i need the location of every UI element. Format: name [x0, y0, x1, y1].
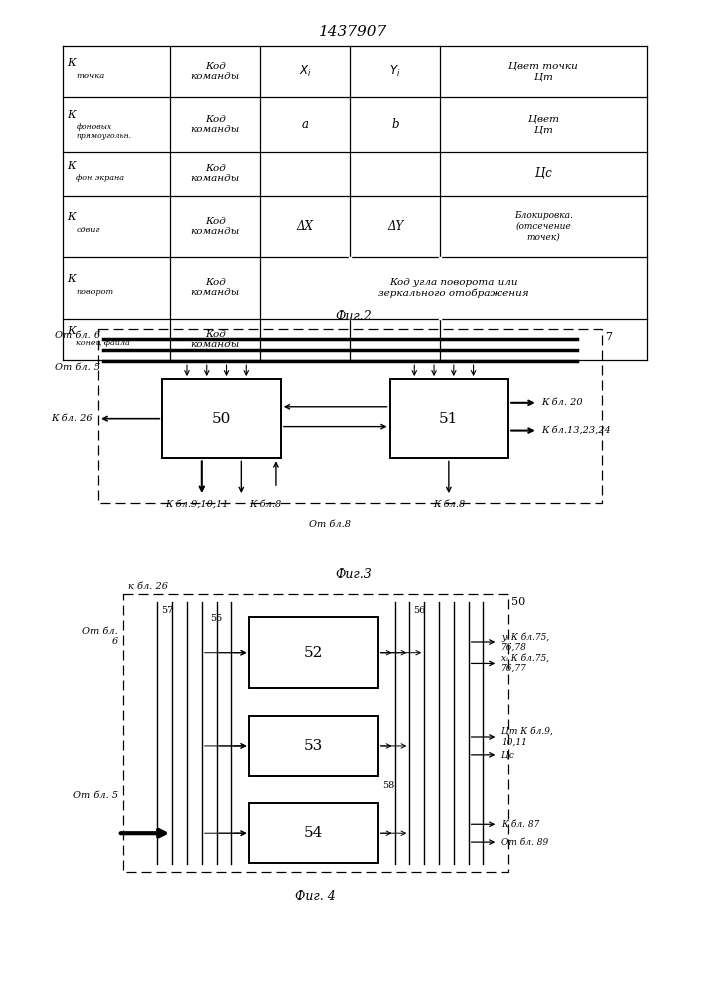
Text: К: К: [67, 58, 76, 68]
Text: 54: 54: [304, 826, 323, 840]
Text: От бл.
6: От бл. 6: [82, 627, 118, 646]
Text: 53: 53: [304, 739, 323, 753]
Text: Код
команды: Код команды: [190, 330, 240, 349]
Text: 7: 7: [605, 332, 612, 342]
Text: ΔX: ΔX: [297, 220, 313, 233]
Text: 52: 52: [304, 646, 323, 660]
Bar: [390, 379, 508, 458]
Text: К: К: [67, 110, 76, 120]
Text: Цс: Цс: [501, 750, 514, 759]
Text: Код угла поворота или
зеркального отображения: Код угла поворота или зеркального отобра…: [378, 278, 529, 298]
Text: хᵢ К бл.75,
76,77: хᵢ К бл.75, 76,77: [501, 654, 549, 673]
Text: a: a: [302, 118, 308, 131]
Text: Код
команды: Код команды: [190, 62, 240, 81]
Text: Код
команды: Код команды: [190, 278, 240, 297]
Text: От бл.8: От бл.8: [309, 520, 351, 529]
Text: 1437907: 1437907: [320, 25, 387, 39]
Text: сдвиг: сдвиг: [76, 226, 100, 234]
Text: Цвет
Цт: Цвет Цт: [527, 115, 559, 134]
Text: $X_i$: $X_i$: [298, 64, 312, 79]
Text: точка: точка: [76, 72, 105, 80]
Text: К: К: [67, 161, 76, 171]
Text: От бл. 6: От бл. 6: [55, 331, 100, 340]
Text: Блокировка.
(отсечение
точек): Блокировка. (отсечение точек): [514, 211, 573, 241]
Text: Код
команды: Код команды: [190, 115, 240, 134]
Bar: [250, 803, 378, 863]
Text: К бл.9,10,11: К бл.9,10,11: [165, 500, 228, 509]
Text: 50: 50: [212, 412, 231, 426]
Text: ΔY: ΔY: [387, 220, 403, 233]
Bar: [163, 379, 281, 458]
Text: От бл. 5: От бл. 5: [73, 791, 118, 800]
Text: К бл. 26: К бл. 26: [52, 414, 93, 423]
Text: К бл.8: К бл.8: [433, 500, 465, 509]
Text: 58: 58: [382, 781, 395, 790]
Text: К: К: [67, 326, 76, 336]
Text: Фиг. 4: Фиг. 4: [295, 890, 336, 903]
Bar: [250, 716, 378, 776]
Text: Код
команды: Код команды: [190, 164, 240, 183]
Text: К: К: [67, 274, 76, 284]
Text: 50: 50: [511, 597, 525, 607]
Text: Цс: Цс: [534, 167, 551, 180]
Text: конец файла: конец файла: [76, 339, 130, 347]
Text: К бл. 87: К бл. 87: [501, 820, 539, 829]
Text: Фиг.2: Фиг.2: [335, 310, 372, 323]
Text: От бл. 89: От бл. 89: [501, 838, 549, 847]
Text: Цт К бл.9,
10,11: Цт К бл.9, 10,11: [501, 727, 553, 747]
Text: 57: 57: [161, 606, 173, 615]
Text: От бл. 5: От бл. 5: [55, 363, 100, 372]
Text: К: К: [67, 212, 76, 222]
Text: 56: 56: [413, 606, 426, 615]
Text: Код
команды: Код команды: [190, 217, 240, 236]
Text: Фиг.3: Фиг.3: [335, 568, 372, 581]
Text: 55: 55: [211, 614, 223, 623]
Text: К бл. 20: К бл. 20: [541, 398, 583, 407]
Text: К бл.8: К бл.8: [250, 500, 281, 509]
Text: К бл.13,23,24: К бл.13,23,24: [541, 426, 611, 435]
Text: Цвет точки
Цт: Цвет точки Цт: [508, 62, 578, 81]
Text: к бл. 26: к бл. 26: [128, 582, 168, 591]
Bar: [250, 617, 378, 688]
Text: поворот: поворот: [76, 288, 113, 296]
Text: уᵢ К бл.75,
76,78: уᵢ К бл.75, 76,78: [501, 632, 549, 652]
Text: фон экрана: фон экрана: [76, 174, 124, 182]
Text: b: b: [391, 118, 399, 131]
Text: фоновых
прямоугольн.: фоновых прямоугольн.: [76, 123, 132, 140]
Text: 51: 51: [439, 412, 459, 426]
Text: $Y_i$: $Y_i$: [390, 64, 401, 79]
